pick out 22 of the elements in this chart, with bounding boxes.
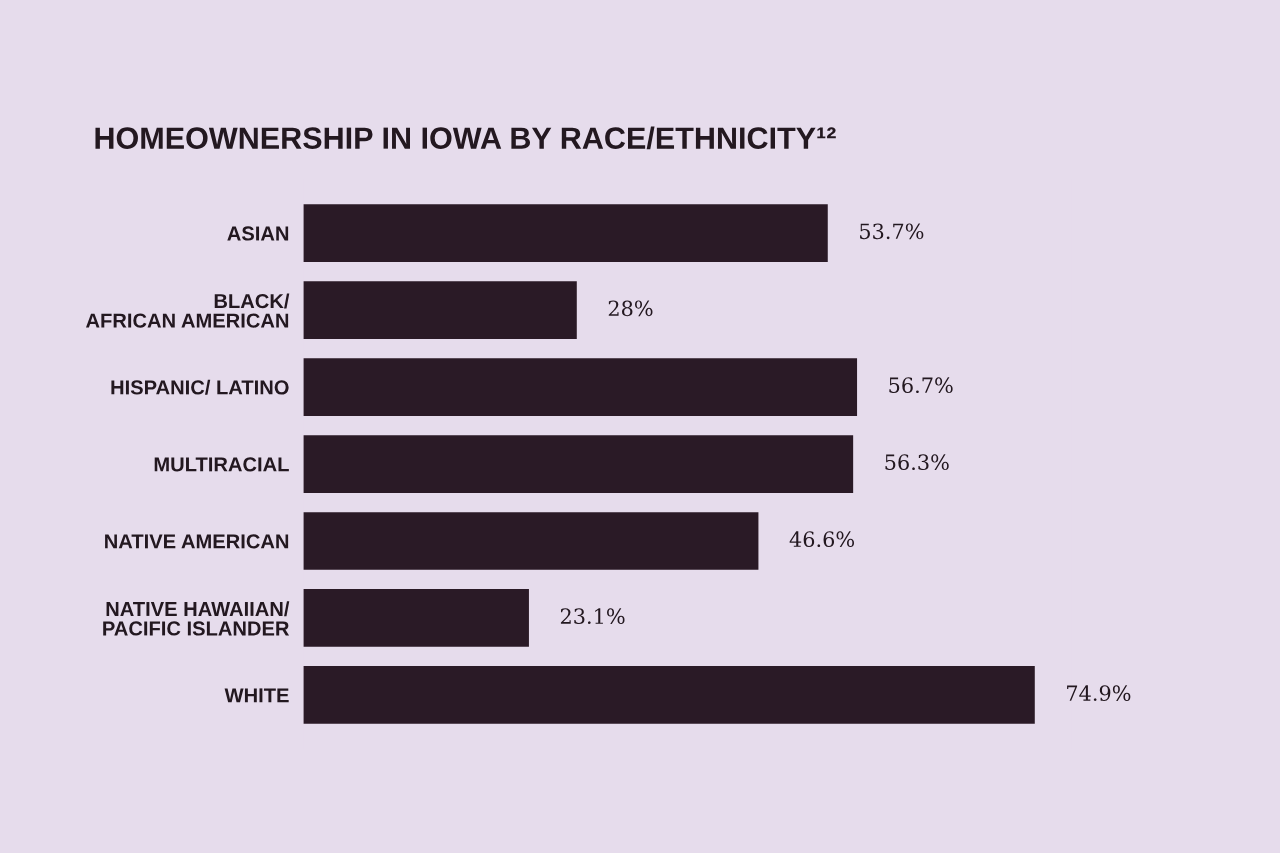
bar: [303, 435, 854, 493]
bar: [303, 666, 1035, 724]
y-tick-label: ASIAN: [227, 226, 289, 241]
chart-title: HOMEOWNERSHIP IN IOWA BY RACE/ETHNICITY¹²: [95, 126, 836, 150]
data-label: 53.7%: [860, 223, 924, 240]
y-tick-label: HISPANIC/ LATINO: [111, 379, 289, 395]
bar: [303, 281, 577, 339]
y-tick-label: BLACK/ AFRICAN AMERICAN: [85, 293, 290, 328]
y-tick-label: NATIVE HAWAIIAN/ PACIFIC ISLANDER: [103, 601, 290, 636]
y-tick-label: WHITE: [224, 688, 289, 703]
data-label: 46.6%: [789, 531, 855, 548]
data-label: 74.9%: [1067, 685, 1131, 701]
y-tick-label: NATIVE AMERICAN: [105, 534, 289, 549]
bar: [303, 204, 828, 262]
data-label: 28%: [608, 300, 653, 317]
data-label: 56.7%: [889, 377, 953, 394]
data-label: 56.3%: [885, 454, 949, 471]
bar: [303, 589, 529, 647]
bar: [303, 512, 759, 570]
y-tick-label: MULTIRACIAL: [154, 457, 289, 472]
bar: [303, 358, 858, 416]
data-label: 23.1%: [560, 608, 625, 625]
